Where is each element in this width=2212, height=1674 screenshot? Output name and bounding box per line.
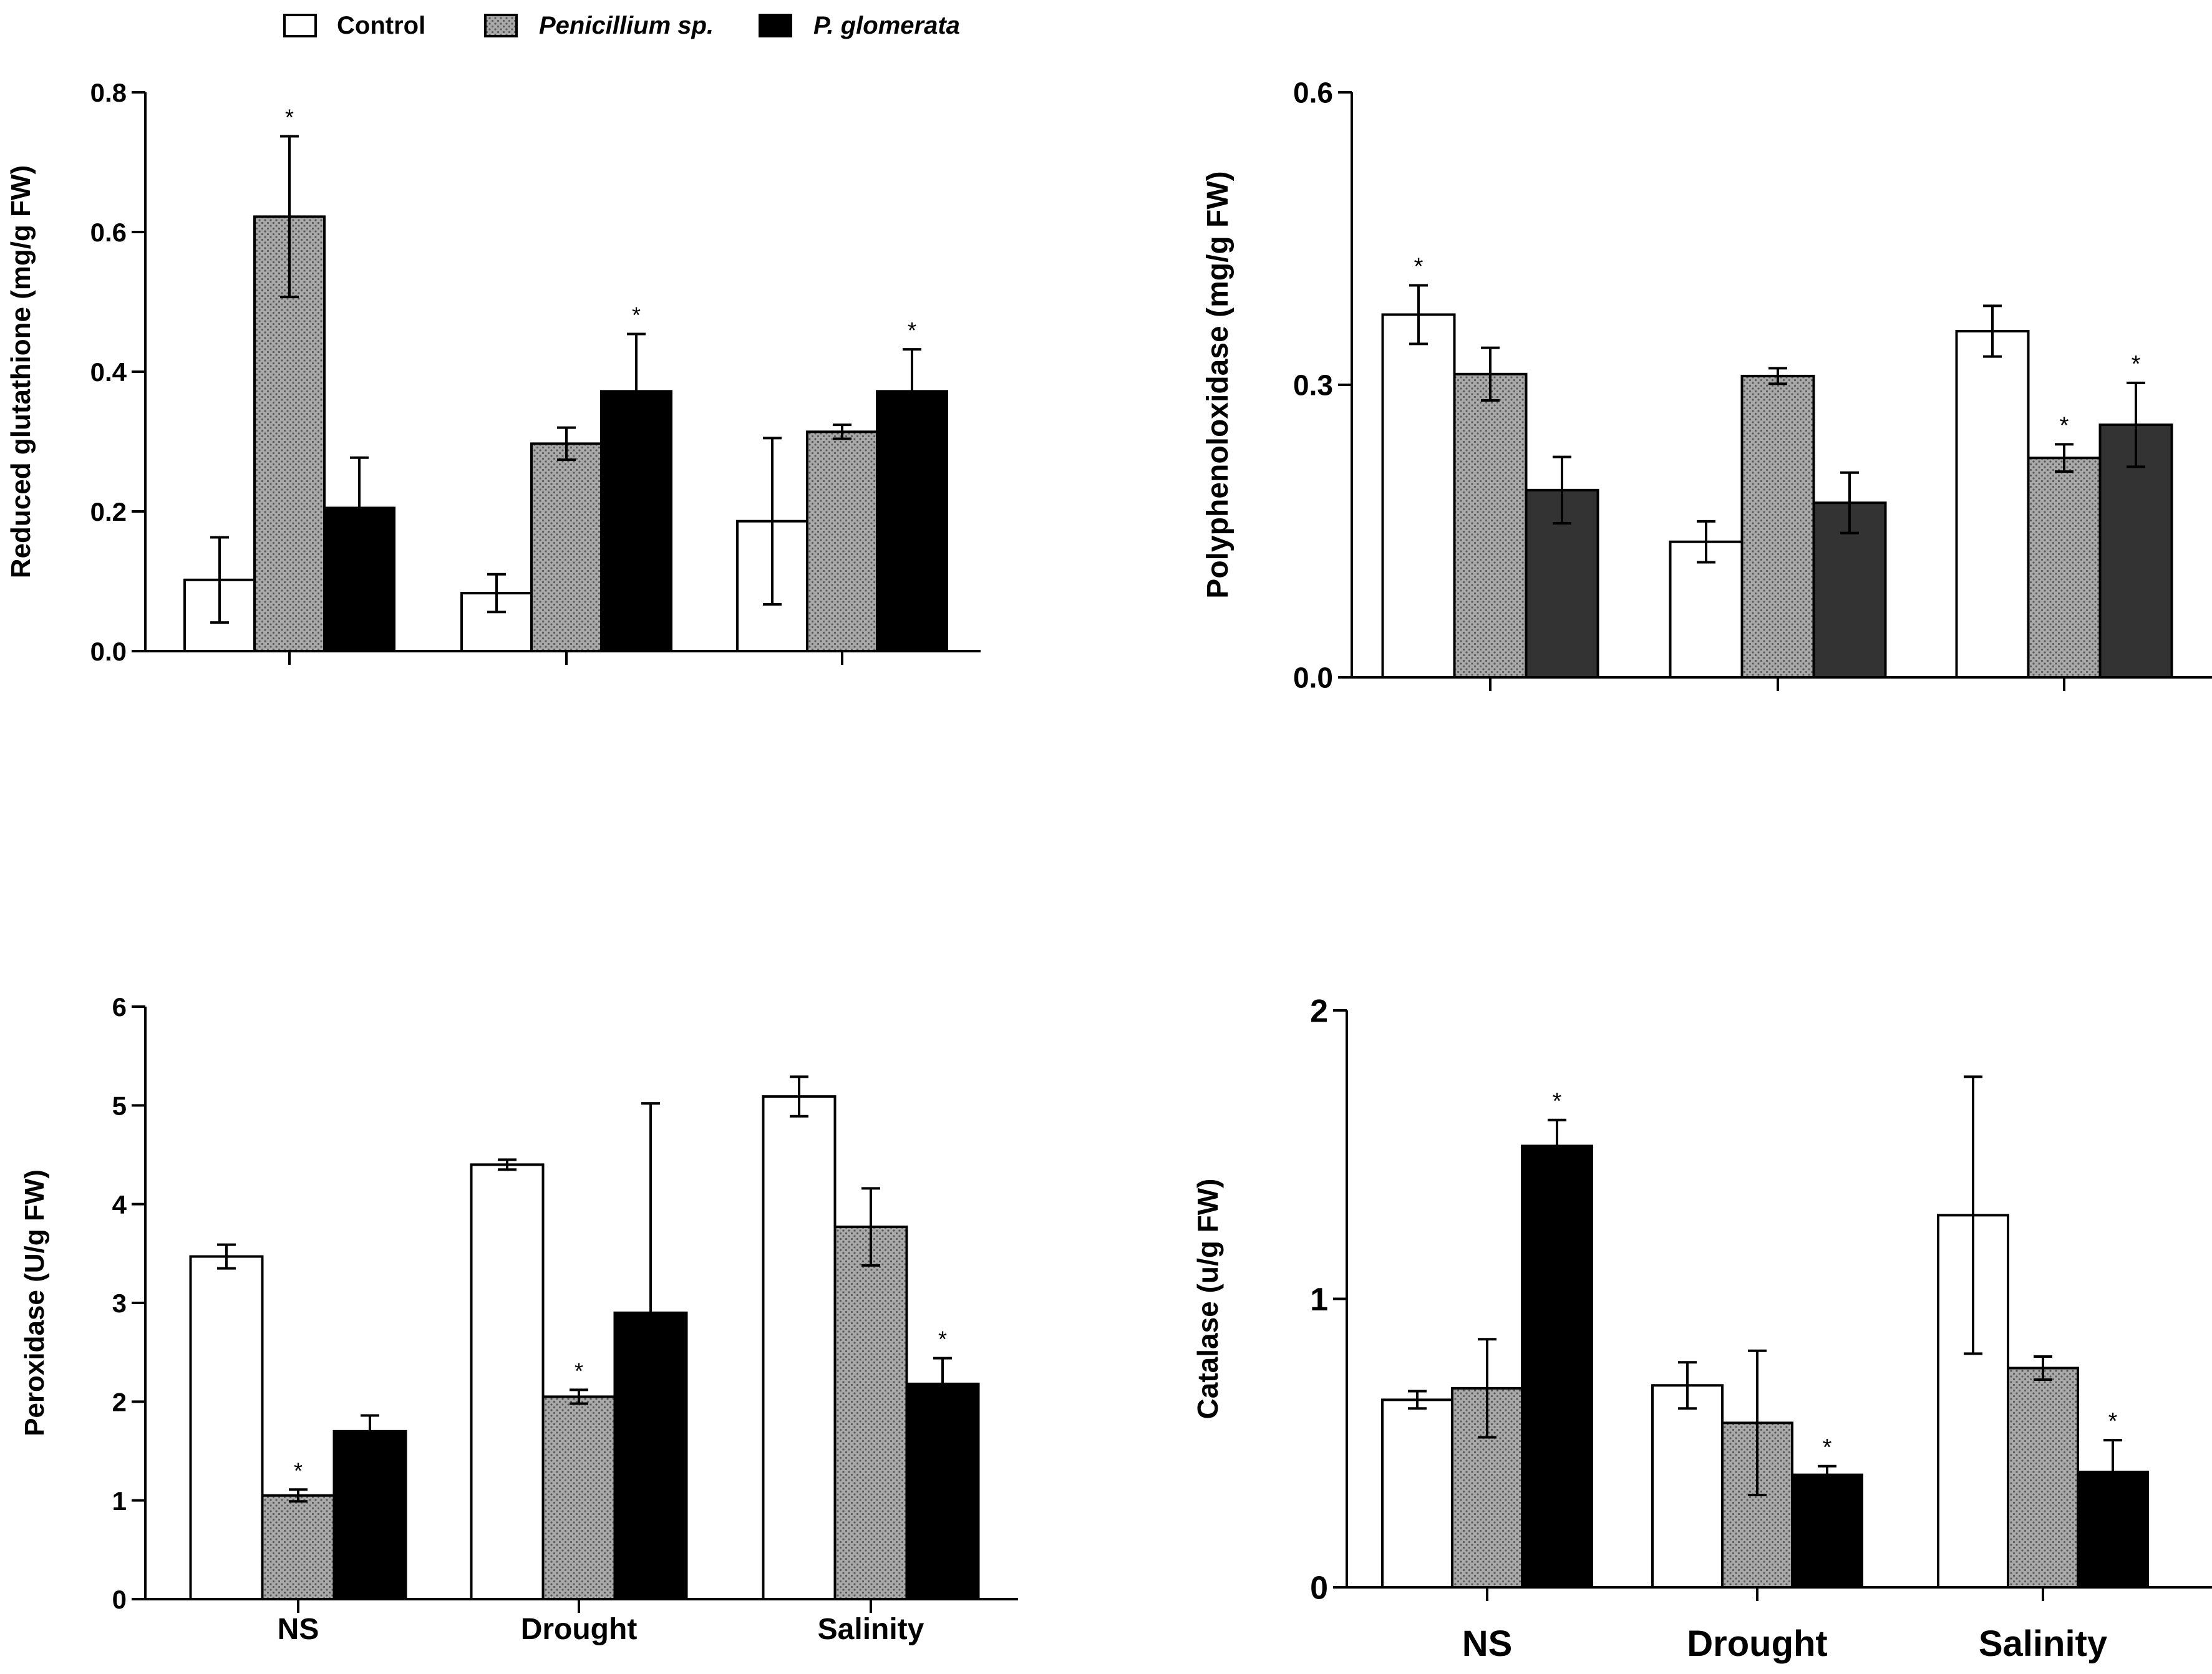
bar-gsh-2-2	[876, 390, 948, 652]
x-tick-label: NS	[278, 1613, 319, 1646]
y-tick-label: 0.3	[1293, 369, 1333, 402]
significance-star: *	[1823, 1435, 1832, 1461]
significance-star: *	[908, 317, 916, 343]
x-tick-label: NS	[1462, 1623, 1513, 1664]
x-tick-label: Salinity	[818, 1613, 924, 1646]
chart-gsh: 0.0 0.2 0.4 0.6 0.8 Reduced glutathione (mg/g…	[6, 78, 981, 666]
x-tick-label: Drought	[521, 1613, 638, 1646]
legend-swatch-penicillium	[484, 14, 518, 37]
legend-swatch-p-glomerata	[759, 14, 792, 37]
significance-star: *	[632, 302, 641, 328]
bar-ppo-1-1	[1740, 374, 1815, 679]
y-tick-label: 3	[112, 1289, 127, 1318]
y-tick-label: 0.2	[90, 497, 127, 526]
y-tick-label: 1	[1310, 1282, 1328, 1318]
y-tick-label: 2	[112, 1387, 127, 1416]
bar-pod-2-0	[332, 1430, 407, 1600]
y-tick-label: 0.6	[1293, 77, 1333, 109]
bar-pod-1-1	[541, 1395, 616, 1601]
y-axis-title: Peroxidase (U/g FW)	[19, 1169, 50, 1436]
y-tick-label: 0.6	[90, 218, 127, 247]
bar-gsh-1-2	[806, 430, 878, 652]
chart-ppo: 0.0 0.3 0.6 Polyphenoloxidase (mg/g FW) * * *	[1201, 77, 2212, 694]
significance-star: *	[285, 105, 294, 130]
bar-ppo-0-0	[1381, 313, 1456, 679]
significance-star: *	[1414, 254, 1424, 280]
bar-pod-1-0	[261, 1494, 336, 1600]
bar-pod-0-0	[189, 1255, 264, 1601]
legend-label-control: Control	[337, 12, 425, 39]
legend-label-penicillium: Penicillium sp.	[539, 12, 714, 39]
bar-ppo-1-0	[1453, 372, 1528, 679]
chart-cat: 0 1 2 Catalase (u/g FW) NS * Drought * Salinity *	[1191, 994, 2212, 1664]
bar-cat-2-0	[1521, 1144, 1593, 1589]
significance-star: *	[1553, 1088, 1562, 1115]
bar-ppo-1-2	[2027, 457, 2102, 679]
bar-gsh-2-0	[323, 506, 395, 653]
y-tick-label: 2	[1310, 994, 1328, 1030]
y-axis-title: Reduced glutathione (mg/g FW)	[6, 165, 36, 578]
bar-cat-0-0	[1381, 1398, 1453, 1589]
y-tick-label: 1	[112, 1486, 127, 1516]
y-tick-label: 5	[112, 1091, 127, 1120]
y-tick-label: 6	[112, 992, 127, 1022]
bar-ppo-0-2	[1955, 330, 2030, 679]
y-tick-label: 0.0	[1293, 662, 1333, 694]
legend-swatch-control	[283, 14, 317, 37]
significance-star: *	[575, 1358, 583, 1383]
bar-ppo-0-1	[1669, 540, 1744, 679]
x-tick-label: Salinity	[1979, 1623, 2107, 1664]
bar-pod-2-2	[905, 1382, 980, 1600]
y-axis-title: Polyphenoloxidase (mg/g FW)	[1201, 171, 1235, 598]
bar-gsh-1-1	[530, 442, 603, 652]
bar-pod-0-2	[762, 1095, 837, 1601]
x-tick-label: Drought	[1687, 1623, 1828, 1664]
y-tick-label: 0.0	[90, 637, 127, 666]
significance-star: *	[294, 1458, 303, 1483]
significance-star: *	[938, 1327, 947, 1352]
bar-cat-0-1	[1651, 1384, 1724, 1589]
bar-cat-1-2	[2007, 1367, 2079, 1589]
bar-pod-1-2	[833, 1226, 908, 1601]
bar-pod-0-1	[470, 1163, 545, 1601]
legend: Control Penicillium sp. P. glomerata	[283, 12, 960, 39]
y-tick-label: 0	[112, 1585, 127, 1614]
bar-cat-2-1	[1791, 1473, 1863, 1589]
legend-label-p-glomerata: P. glomerata	[813, 12, 960, 39]
significance-star: *	[2132, 351, 2141, 377]
significance-star: *	[2108, 1408, 2118, 1435]
y-tick-label: 0.4	[90, 357, 127, 387]
y-axis-title: Catalase (u/g FW)	[1191, 1179, 1224, 1420]
y-tick-label: 0	[1310, 1570, 1328, 1607]
y-tick-label: 0.8	[90, 78, 127, 107]
significance-star: *	[2060, 412, 2069, 438]
y-tick-label: 4	[112, 1190, 127, 1219]
chart-pod: 0 1 2 3 4 5 6 Peroxidase (U/g FW) NS * Drought * Sal…	[19, 992, 1018, 1646]
